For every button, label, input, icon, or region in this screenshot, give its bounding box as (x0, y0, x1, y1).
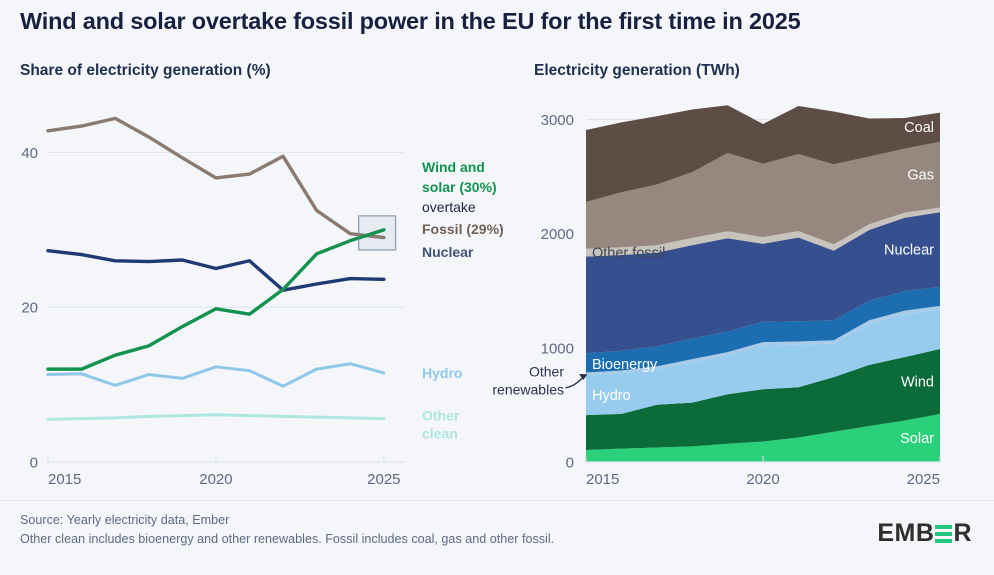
y-tick-label: 0 (30, 455, 38, 472)
footer-divider (0, 500, 994, 501)
band-label-bioenergy: Bioenergy (592, 357, 658, 373)
logo-text-part1: EMB (877, 518, 935, 547)
share-of-generation-line-chart: 0 20 40 2015 2020 2025 Wind and solar (30%) ov… (0, 86, 520, 488)
legend-line-2: overtake (422, 199, 476, 215)
right-panel-subtitle: Electricity generation (TWh) (534, 62, 740, 79)
footer-note: Source: Yearly electricity data, Ember O… (20, 511, 554, 549)
annotation-arrow-head (578, 373, 588, 380)
footer-definition: Other clean includes bioenergy and other… (20, 532, 555, 546)
legend-other-clean-line1: Other (422, 408, 460, 424)
area-band-bioenergy (586, 286, 940, 373)
crossover-highlight-box (358, 215, 397, 251)
line-series-fossil (46, 116, 386, 240)
data-lines (46, 116, 386, 421)
x-axis: 2015 2020 2025 (47, 456, 404, 488)
x-tick-label: 2020 (199, 471, 232, 488)
y-tick-label: 20 (21, 300, 38, 317)
other-renewables-label-line2: renewables (492, 382, 564, 398)
band-label-hydro: Hydro (592, 388, 631, 404)
legend-line-4: Nuclear (422, 244, 474, 260)
y-tick-label: 0 (566, 455, 574, 472)
footer-source: Source: Yearly electricity data, Ember (20, 513, 230, 527)
area-band-other-fossil (586, 207, 940, 257)
generation-twh-area-chart: 0 1000 2000 3000 2015 2020 2025 Coal Gas Nuclea… (492, 86, 994, 488)
y-axis-tick-labels: 0 1000 2000 3000 (541, 112, 574, 472)
y-tick-label: 2000 (541, 226, 574, 243)
band-label-solar: Solar (900, 431, 934, 447)
crossover-annotation (358, 215, 397, 251)
band-label-coal: Coal (904, 120, 934, 136)
logo-e-icon (935, 524, 953, 543)
area-band-nuclear (586, 212, 940, 354)
line-chart-svg: 0 20 40 2015 2020 2025 Wind and solar (30%) ov… (21, 116, 504, 488)
area-chart-svg: 0 1000 2000 3000 2015 2020 2025 Coal Gas Nuclea… (492, 105, 941, 488)
logo-text-part2: R (953, 518, 972, 547)
band-label-gas: Gas (907, 168, 934, 184)
x-tick-label: 2025 (907, 471, 940, 488)
x-tick-label: 2025 (367, 471, 400, 488)
band-label-wind: Wind (901, 374, 934, 390)
line-series-nuclear (46, 249, 386, 292)
x-axis: 2015 2020 2025 (585, 456, 941, 488)
legend-line-1: solar (30%) (422, 179, 497, 195)
x-tick-label: 2015 (48, 471, 81, 488)
band-label-other-fossil: Other fossil (592, 246, 665, 262)
legend-hydro: Hydro (422, 365, 462, 381)
area-band-hydro (586, 309, 940, 416)
band-labels: Coal Gas Nuclear Wind Solar Other fossil Bioen… (592, 120, 934, 447)
ember-logo: EMB R (877, 520, 972, 546)
y-tick-label: 40 (21, 145, 38, 162)
y-tick-label: 1000 (541, 340, 574, 357)
y-axis-tick-labels: 0 20 40 (21, 145, 38, 472)
area-band-solar (586, 414, 940, 462)
legend-other-clean-line2: clean (422, 426, 458, 442)
page-title: Wind and solar overtake fossil power in … (20, 8, 801, 34)
inline-legend: Wind and solar (30%) overtake Fossil (29%) N… (422, 159, 504, 442)
x-tick-label: 2020 (746, 471, 779, 488)
band-label-nuclear: Nuclear (884, 242, 934, 258)
gridlines (48, 151, 404, 308)
left-panel-subtitle: Share of electricity generation (%) (20, 62, 271, 79)
legend-line-3: Fossil (29%) (422, 221, 504, 237)
area-band-wind (586, 348, 940, 451)
stacked-areas (586, 105, 940, 462)
area-band-gas (586, 141, 940, 249)
crossover-line-wind_and_solar (358, 228, 386, 240)
x-tick-label: 2015 (586, 471, 619, 488)
line-series-other_clean (46, 413, 386, 421)
other-renewables-label-line1: Other (529, 364, 564, 380)
other-renewables-annotation: Other renewables (492, 364, 588, 398)
area-band-coal (586, 105, 940, 202)
line-series-wind_and_solar (46, 228, 386, 371)
y-tick-label: 3000 (541, 112, 574, 129)
area-band-other-renewables (586, 305, 940, 375)
line-series-hydro (46, 362, 386, 388)
legend-line-0: Wind and (422, 159, 485, 175)
